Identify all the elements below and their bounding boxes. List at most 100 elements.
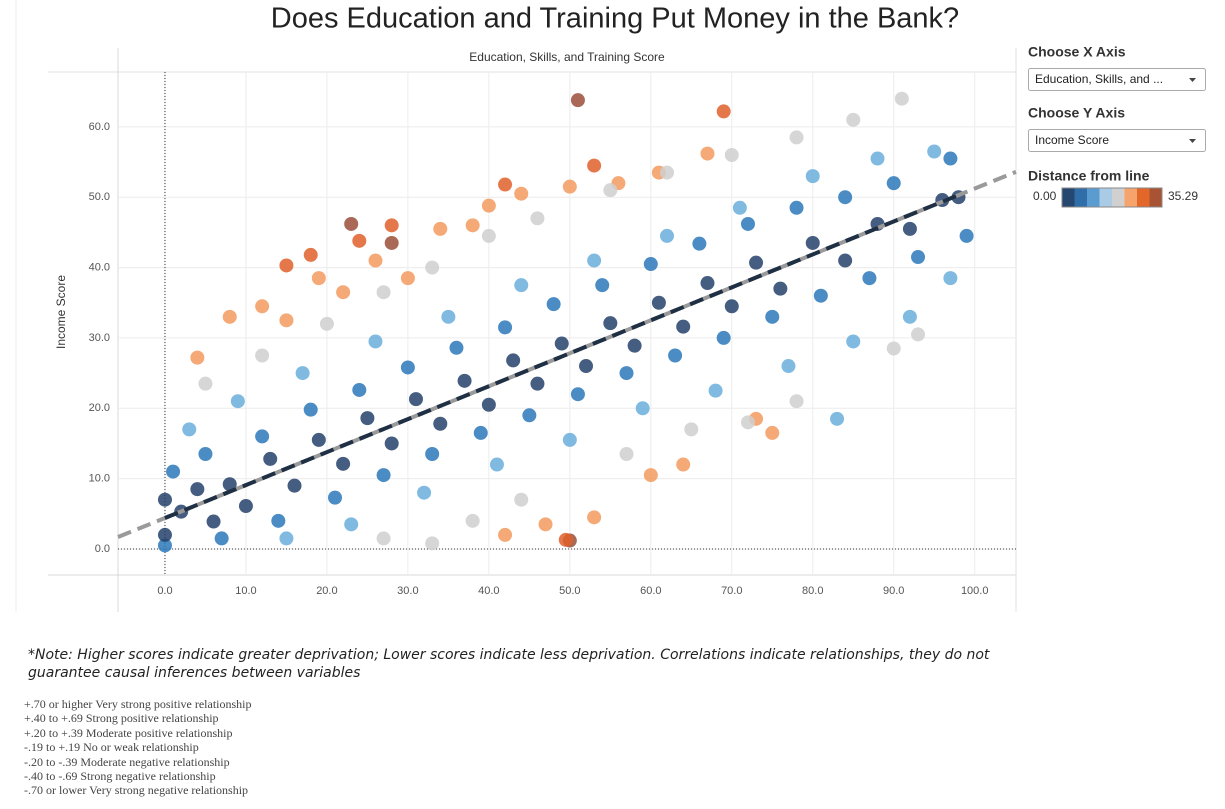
- y-tick-label: 10.0: [89, 473, 110, 485]
- point: [570, 387, 585, 402]
- point: [166, 464, 181, 479]
- point: [157, 492, 172, 507]
- point: [457, 373, 472, 388]
- point: [562, 432, 577, 447]
- legend-max: 35.29: [1168, 189, 1198, 203]
- y-tick-label: 60.0: [89, 121, 110, 133]
- point: [498, 177, 513, 192]
- point: [732, 200, 747, 215]
- point: [376, 468, 391, 483]
- trend-line-core: [164, 193, 960, 520]
- point: [530, 376, 545, 391]
- point: [433, 221, 448, 236]
- legend-swatch: [1099, 188, 1113, 207]
- point: [344, 517, 359, 532]
- point: [522, 408, 537, 423]
- point: [425, 260, 440, 275]
- point: [724, 148, 739, 163]
- point: [724, 299, 739, 314]
- trend-line: [117, 170, 1017, 539]
- point: [911, 327, 926, 342]
- point: [943, 271, 958, 286]
- point: [902, 309, 917, 324]
- scale-line: +.70 or higher Very strong positive rela…: [24, 697, 252, 711]
- point: [789, 200, 804, 215]
- point: [587, 158, 602, 173]
- point: [546, 297, 561, 312]
- point: [570, 93, 585, 108]
- point: [579, 359, 594, 374]
- point: [558, 532, 573, 547]
- point: [643, 468, 658, 483]
- y-tick-label: 20.0: [89, 402, 110, 414]
- point: [959, 228, 974, 243]
- x-tick-label: 90.0: [883, 585, 904, 597]
- control-label: Choose Y Axis: [1028, 105, 1125, 121]
- point: [295, 366, 310, 381]
- point: [943, 151, 958, 166]
- point: [765, 425, 780, 440]
- x-axis-title: Education, Skills, and Training Score: [469, 50, 665, 64]
- point: [481, 228, 496, 243]
- point: [319, 316, 334, 331]
- point: [481, 397, 496, 412]
- point: [514, 278, 529, 293]
- point: [587, 253, 602, 268]
- y-tick-label: 40.0: [89, 261, 110, 273]
- point: [425, 536, 440, 551]
- dropdown[interactable]: [1028, 68, 1206, 91]
- point: [311, 432, 326, 447]
- chart-title: Does Education and Training Put Money in…: [271, 3, 959, 35]
- legend-swatch: [1062, 188, 1075, 207]
- point: [336, 456, 351, 471]
- point: [368, 253, 383, 268]
- point: [813, 288, 828, 303]
- point: [384, 235, 399, 250]
- point: [263, 451, 278, 466]
- point: [400, 360, 415, 375]
- dropdown[interactable]: [1028, 129, 1206, 152]
- point: [352, 382, 367, 397]
- legend-min: 0.00: [1033, 189, 1057, 203]
- point: [255, 429, 270, 444]
- point: [595, 278, 610, 293]
- point: [498, 320, 513, 335]
- point: [773, 281, 788, 296]
- point: [740, 415, 755, 430]
- point: [238, 499, 253, 514]
- point: [927, 144, 942, 159]
- x-tick-label: 10.0: [235, 585, 256, 597]
- x-tick-label: 50.0: [559, 585, 580, 597]
- point: [789, 130, 804, 145]
- legend-title: Distance from line: [1028, 168, 1150, 184]
- point: [449, 340, 464, 355]
- point: [157, 527, 172, 542]
- point: [206, 514, 221, 529]
- point: [433, 416, 448, 431]
- point: [465, 513, 480, 528]
- point: [336, 285, 351, 300]
- point: [222, 309, 237, 324]
- legend-swatch: [1149, 188, 1163, 207]
- point: [481, 198, 496, 213]
- point: [417, 485, 432, 500]
- point: [911, 250, 926, 265]
- point: [603, 183, 618, 198]
- point: [805, 235, 820, 250]
- point: [214, 531, 229, 546]
- scale-line: +.40 to +.69 Strong positive relationshi…: [24, 711, 219, 726]
- point: [692, 236, 707, 251]
- chart: Does Education and Training Put Money in…: [15, 0, 1206, 612]
- point: [830, 411, 845, 426]
- point: [198, 446, 213, 461]
- scale-list: +.70 or higher Very strong positive rela…: [24, 697, 252, 798]
- point: [870, 151, 885, 166]
- y-tick-label: 30.0: [89, 332, 110, 344]
- legend-frame: [1061, 187, 1163, 208]
- point: [765, 309, 780, 324]
- point: [425, 446, 440, 461]
- point: [198, 376, 213, 391]
- point: [441, 309, 456, 324]
- point: [846, 112, 861, 127]
- point: [668, 348, 683, 363]
